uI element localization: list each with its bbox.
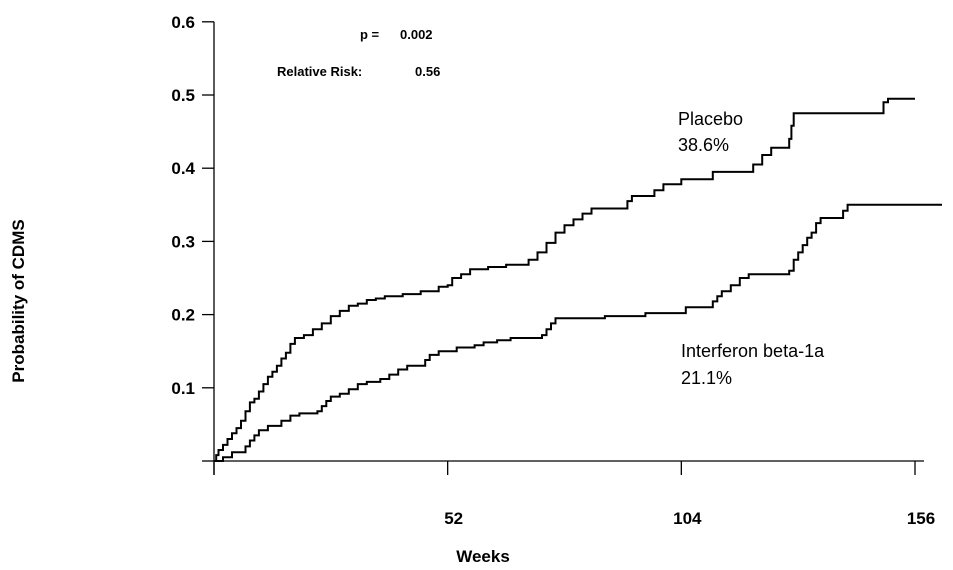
y-tick-label: 0.4 [171,159,195,178]
y-tick-label: 0.6 [171,13,195,32]
relative-risk-label: Relative Risk: [277,64,362,79]
y-tick-label: 0.1 [171,379,195,398]
series-value-interferon: 21.1% [681,368,732,388]
y-axis-title: Probability of CDMS [9,219,28,382]
y-tick-label: 0.3 [171,232,195,251]
series-layer [214,97,942,462]
series-line-placebo [214,97,915,462]
series-value-placebo: 38.6% [678,135,729,155]
x-tick-label: 104 [673,509,702,528]
x-axis-title: Weeks [456,547,510,566]
series-line-interferon [214,203,942,462]
axes: 0.1 0.2 0.3 0.4 0.5 0.6 52 104 156 [171,13,935,528]
y-tick-label: 0.5 [171,86,195,105]
x-tick-label: 52 [444,509,463,528]
x-tick-label: 156 [907,509,935,528]
series-label-interferon: Interferon beta-1a [681,341,825,361]
p-value: 0.002 [400,27,433,42]
p-value-label: p = [360,27,380,42]
relative-risk: 0.56 [415,64,440,79]
y-tick-label: 0.2 [171,306,195,325]
series-label-placebo: Placebo [678,109,743,129]
